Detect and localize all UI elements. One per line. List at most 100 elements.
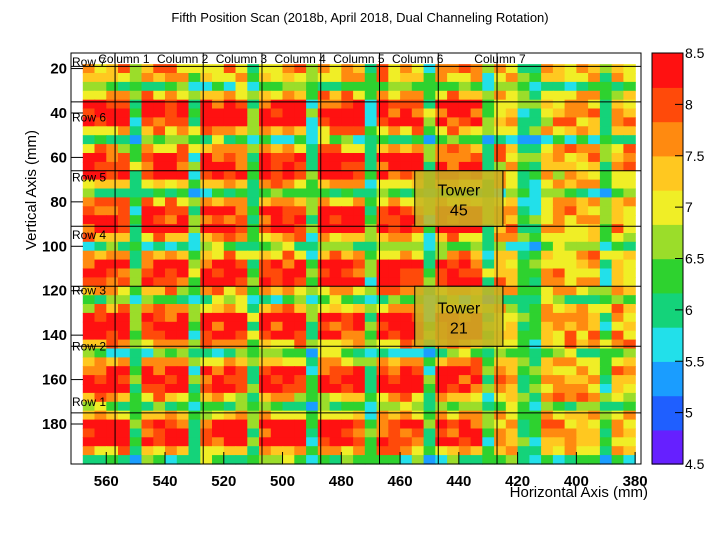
heatmap-cell [388, 135, 401, 145]
heatmap-cell [259, 179, 272, 190]
heatmap-cell [153, 348, 166, 358]
heatmap-cell [623, 268, 636, 278]
heatmap-cell [129, 153, 143, 163]
heatmap-cell [505, 384, 519, 394]
heatmap-cell [317, 348, 331, 358]
heatmap-cell [165, 295, 178, 305]
heatmap-cell [235, 135, 248, 145]
heatmap-cell [282, 384, 295, 394]
heatmap-cell [317, 126, 331, 136]
heatmap-cell [482, 428, 495, 438]
heatmap-cell [588, 64, 601, 74]
heatmap-cell [294, 312, 307, 323]
heatmap-cell [212, 99, 225, 110]
heatmap-cell [141, 419, 154, 430]
heatmap-cell [541, 428, 554, 438]
heatmap-cell [129, 384, 143, 394]
heatmap-cell [176, 277, 190, 287]
heatmap-cell [505, 304, 519, 314]
heatmap-cell [411, 126, 425, 136]
heatmap-cell [458, 73, 472, 83]
heatmap-cell [482, 108, 495, 118]
heatmap-cell [270, 108, 284, 118]
heatmap-cell [188, 233, 201, 243]
heatmap-cell [94, 259, 107, 270]
heatmap-cell [200, 304, 213, 314]
heatmap-cell [423, 161, 436, 172]
heatmap-cell [353, 330, 366, 341]
heatmap-cell [423, 455, 436, 465]
heatmap-cell [353, 366, 366, 376]
heatmap-cell [505, 144, 519, 154]
heatmap-cell [364, 153, 378, 163]
heatmap-cell [329, 215, 342, 225]
heatmap-cell [94, 108, 107, 118]
heatmap-cell [153, 161, 166, 172]
heatmap-cell [317, 312, 331, 323]
heatmap-cell [623, 250, 636, 261]
heatmap-cell [364, 410, 378, 421]
heatmap-cell [353, 90, 366, 101]
heatmap-cell [317, 455, 331, 465]
heatmap-cell [188, 304, 201, 314]
heatmap-cell [576, 384, 589, 394]
heatmap-cell [165, 401, 178, 412]
heatmap-cell [259, 170, 272, 181]
heatmap-cell [247, 126, 260, 136]
heatmap-cell [129, 277, 143, 287]
heatmap-cell [517, 233, 530, 243]
heatmap-cell [529, 455, 542, 465]
heatmap-cell [564, 81, 577, 92]
heatmap-cell [223, 126, 237, 136]
heatmap-cell [576, 259, 589, 270]
heatmap-cell [364, 304, 378, 314]
heatmap-cell [517, 161, 530, 172]
heatmap-cell [482, 250, 495, 261]
heatmap-cell [306, 99, 319, 110]
heatmap-cell [611, 286, 624, 296]
heatmap-cell [235, 153, 248, 163]
heatmap-cell [118, 161, 131, 172]
heatmap-cell [435, 401, 448, 412]
heatmap-cell [494, 348, 507, 358]
heatmap-cell [353, 81, 366, 92]
heatmap-cell [329, 117, 342, 127]
heatmap-cell [129, 304, 143, 314]
x-tick-label: 400 [564, 473, 589, 490]
heatmap-cell [505, 357, 519, 367]
heatmap-cell [376, 117, 389, 127]
heatmap-cell [623, 108, 636, 118]
heatmap-cell [329, 241, 342, 252]
heatmap-cell [505, 241, 519, 252]
heatmap-cell [341, 446, 354, 456]
heatmap-cell [353, 375, 366, 385]
heatmap-cell [388, 428, 401, 438]
heatmap-cell [270, 446, 284, 456]
heatmap-cell [552, 339, 566, 350]
heatmap-cell [317, 428, 331, 438]
heatmap-cell [282, 375, 295, 385]
heatmap-cell [329, 321, 342, 332]
heatmap-cell [353, 144, 366, 154]
heatmap-cell [129, 188, 143, 198]
heatmap-cell [505, 330, 519, 341]
heatmap-cell [235, 250, 248, 261]
heatmap-cell [458, 428, 472, 438]
heatmap-cell [165, 99, 178, 110]
heatmap-cell [411, 384, 425, 394]
heatmap-cell [564, 330, 577, 341]
heatmap-cell [212, 277, 225, 287]
heatmap-cell [129, 446, 143, 456]
heatmap-cell [541, 126, 554, 136]
heatmap-cell [141, 348, 154, 358]
heatmap-cell [235, 286, 248, 296]
heatmap-cell [329, 437, 342, 447]
heatmap-cell [153, 73, 166, 83]
heatmap-cell [176, 179, 190, 190]
heatmap-cell [282, 366, 295, 376]
heatmap-cell [270, 357, 284, 367]
heatmap-cell [411, 446, 425, 456]
heatmap-cell [153, 295, 166, 305]
heatmap-cell [270, 188, 284, 198]
heatmap-cell [306, 401, 319, 412]
